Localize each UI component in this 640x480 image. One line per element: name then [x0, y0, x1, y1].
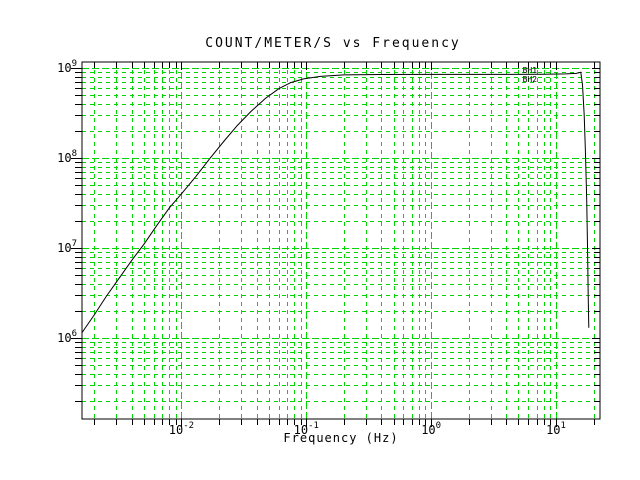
y-tick-label: 109: [57, 59, 77, 75]
axis-tick-labels: 10-2 10-1 100 101 106 107 108 109: [57, 59, 566, 437]
curve-label-2: BH2: [523, 75, 538, 84]
y-tick-label: 107: [57, 239, 77, 255]
plot-frame: [81, 61, 601, 420]
curve-label-1: BH1: [523, 66, 538, 75]
x-axis-label: Frequency (Hz): [283, 431, 398, 445]
response-curve: [81, 71, 590, 333]
x-tick-label: 10-1: [294, 421, 319, 437]
x-tick-label: 101: [546, 421, 566, 437]
y-tick-label: 106: [57, 329, 77, 345]
x-tick-label: 100: [421, 421, 441, 437]
x-tick-label: 10-2: [169, 421, 194, 437]
chart-title: COUNT/METER/S vs Frequency: [205, 36, 461, 51]
y-tick-label: 108: [57, 149, 77, 165]
grid-lines: [82, 62, 600, 419]
axis-ticks: [71, 62, 600, 427]
